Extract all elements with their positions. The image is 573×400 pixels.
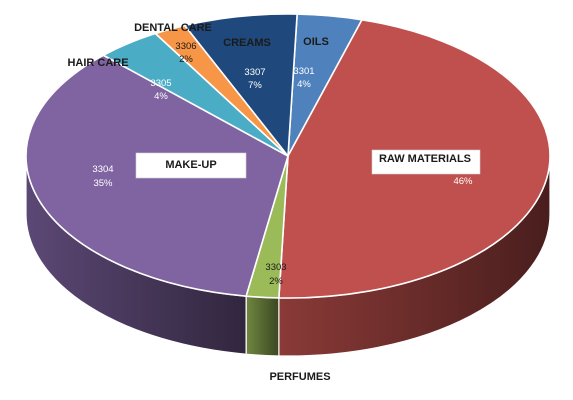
pie-labels: OILS 3301 4% RAW MATERIALS 46% PERFUMES 3303 2%… [67,22,481,383]
category-label-raw-materials: RAW MATERIALS [379,153,471,165]
percent-label-hair-care: 4% [154,91,168,102]
code-label-hair-care: 3305 [150,78,171,89]
percent-label-perfumes: 2% [269,276,283,287]
percent-label-dental-care: 2% [179,54,193,65]
percent-label-make-up: 35% [93,178,113,189]
slice-side-perfumes [245,295,280,357]
percent-label-oils: 4% [297,79,311,90]
pie-3d-sides [25,155,551,357]
code-label-perfumes: 3303 [265,262,286,273]
category-label-hair-care: HAIR CARE [67,57,128,69]
code-label-creams: 3307 [244,67,265,78]
slice-creams [183,13,298,157]
percent-label-creams: 7% [248,80,262,91]
percent-label-raw-materials: 46% [453,176,473,187]
category-label-creams: CREAMS [223,37,271,49]
category-label-perfumes: PERFUMES [269,371,330,383]
category-label-make-up: MAKE-UP [165,159,216,171]
category-label-oils: OILS [303,36,329,48]
category-label-dental-care: DENTAL CARE [134,22,212,34]
label-box-make-up [135,152,247,179]
label-box-raw-materials [371,149,481,175]
code-label-dental-care: 3306 [175,41,196,52]
code-label-make-up: 3304 [92,164,113,175]
code-label-oils: 3301 [293,66,314,77]
